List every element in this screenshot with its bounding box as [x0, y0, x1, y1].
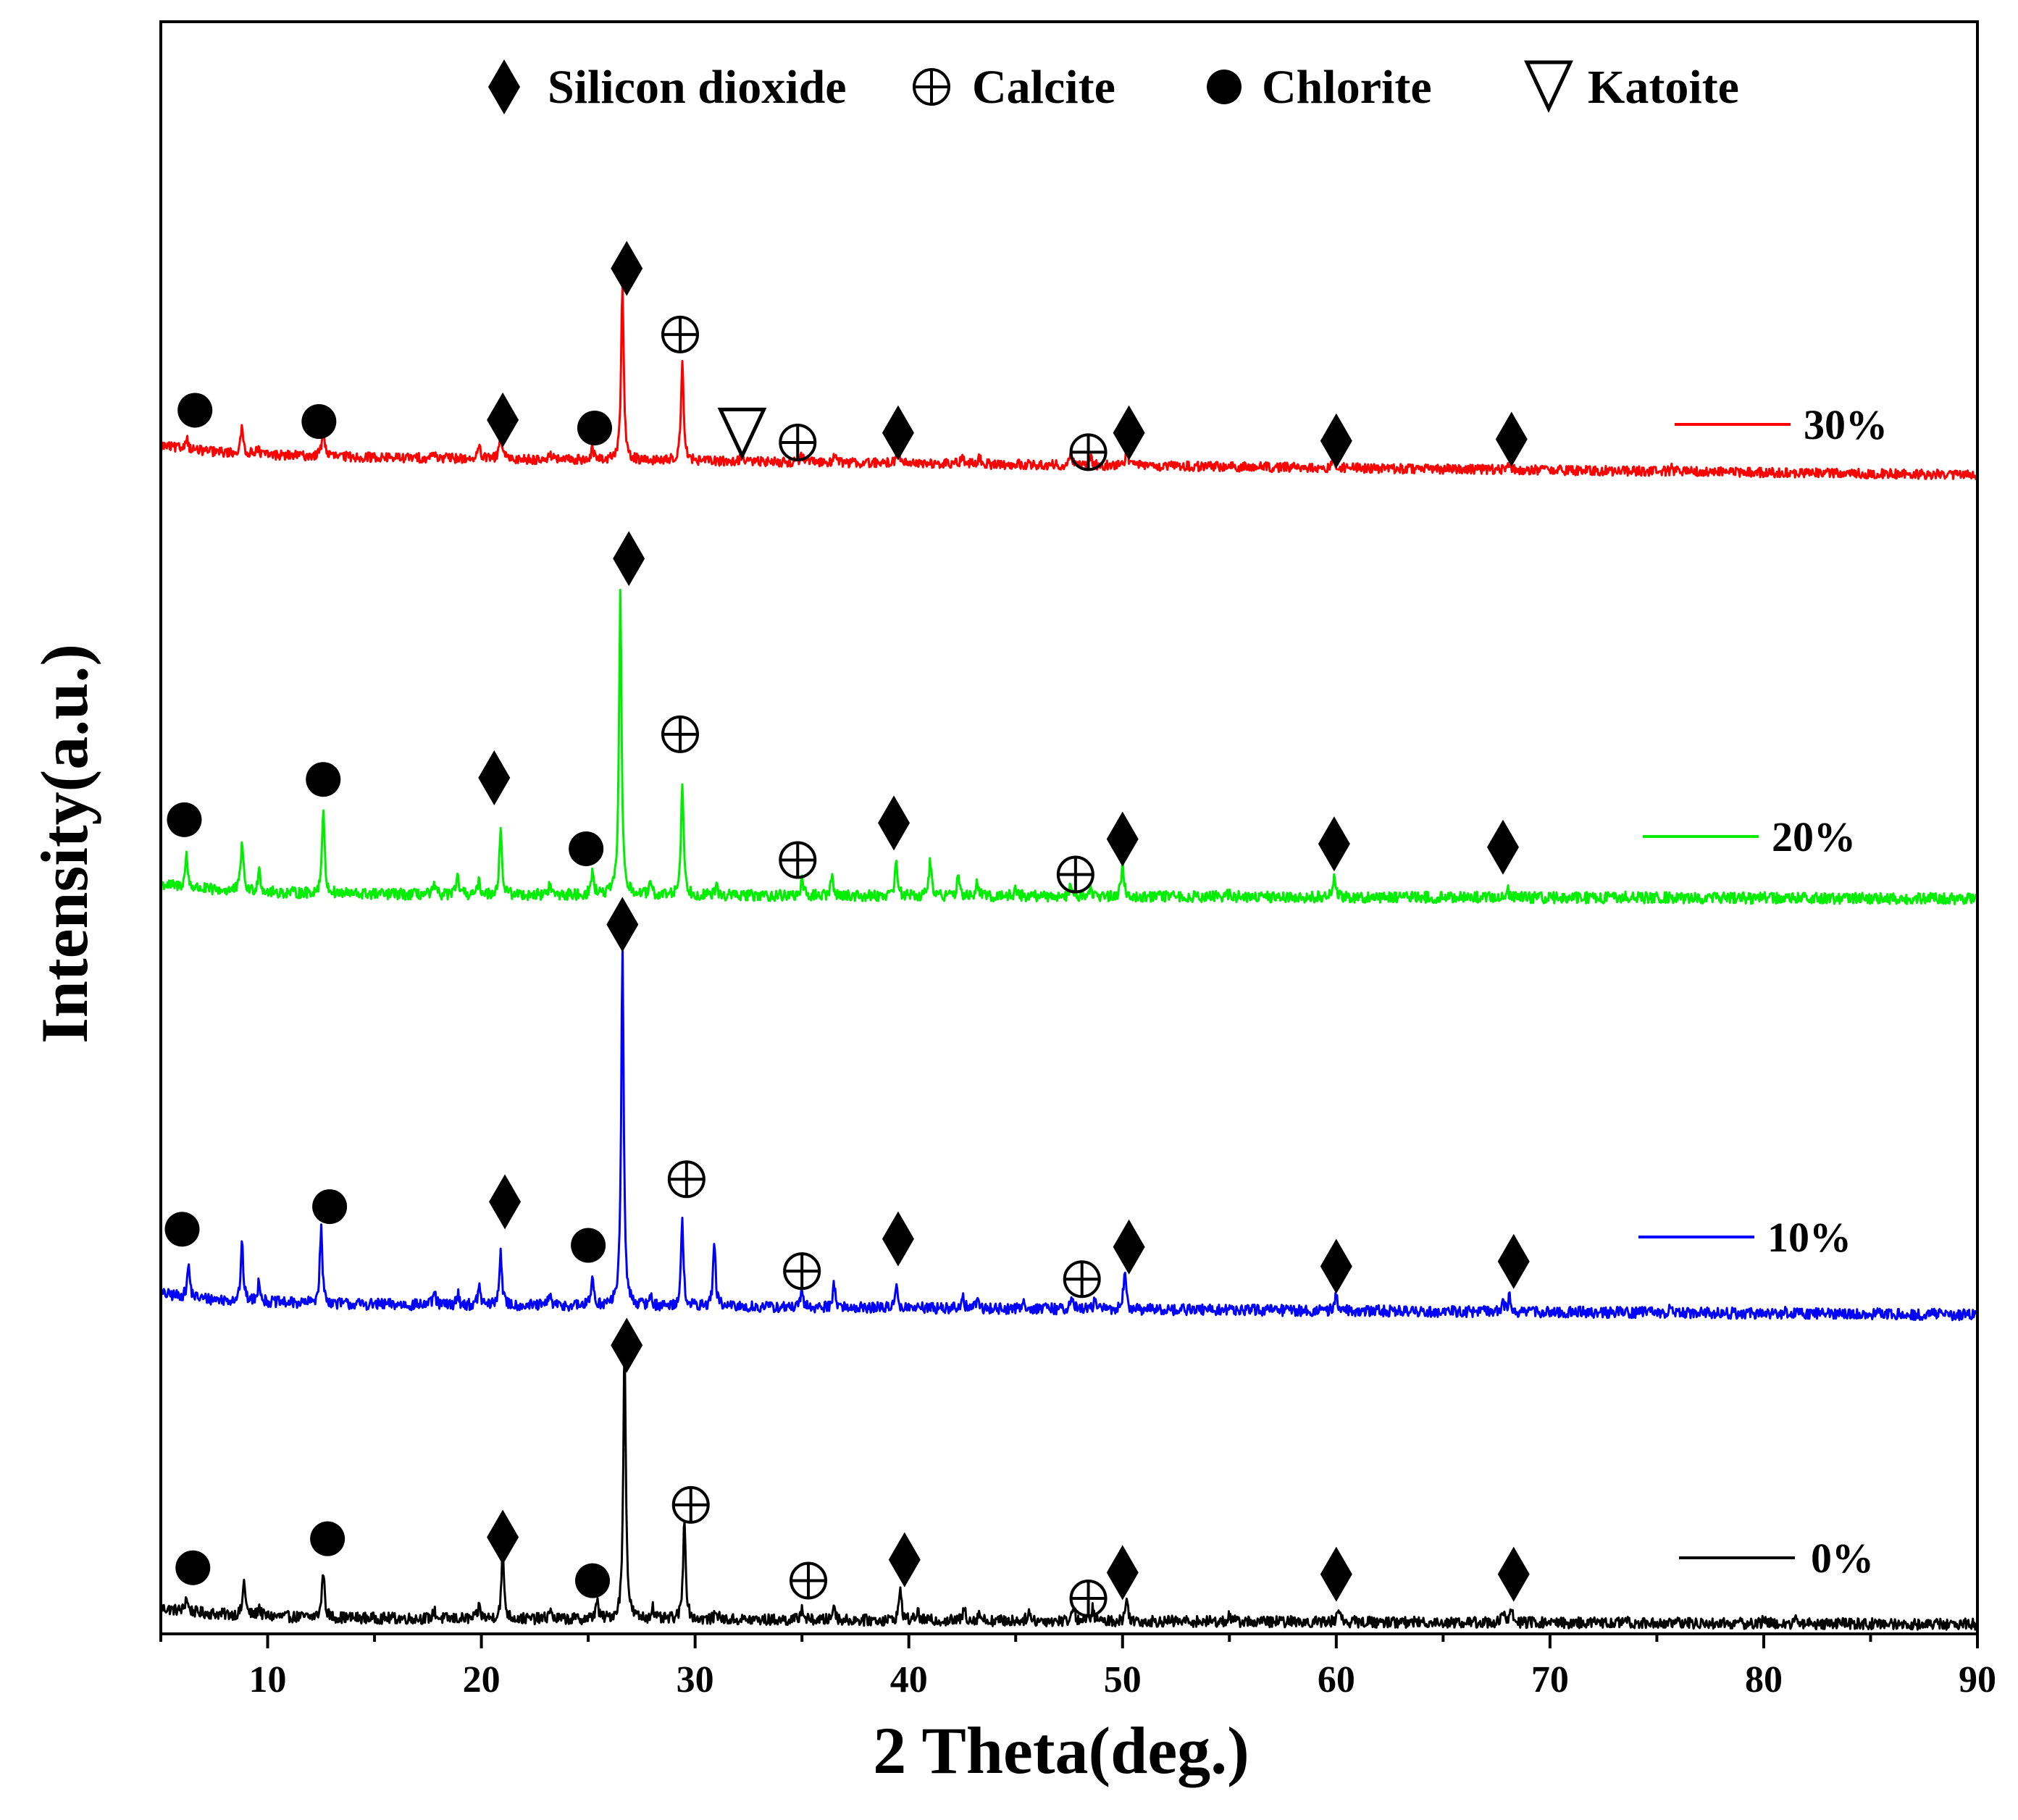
marker-diamond-30pct-2: [487, 392, 519, 448]
marker-diamond-0pct-4: [611, 1317, 643, 1373]
series-labels: 0% 10% 20% 30%: [1638, 401, 1888, 1582]
marker-circle-plus-0pct-6: [790, 1561, 828, 1600]
marker-circle-0pct-3: [575, 1563, 611, 1598]
marker-circle-0pct-1: [310, 1521, 346, 1556]
marker-circle-plus-30pct-9: [1069, 433, 1108, 471]
x-tick-label: 10: [249, 1659, 287, 1701]
marker-circle-20pct-1: [306, 762, 341, 797]
plot-area: [159, 285, 1979, 1631]
series-label-20pct: 20%: [1772, 813, 1856, 860]
marker-circle-30pct-1: [301, 404, 337, 440]
phase-markers: [164, 240, 1530, 1618]
marker-diamond-20pct-4: [613, 531, 645, 587]
legend-circle-icon: [1207, 70, 1242, 104]
legend-triangle-down-icon: [1524, 60, 1573, 113]
legend-label-katoite: Katoite: [1588, 61, 1739, 114]
marker-circle-0pct-0: [175, 1550, 211, 1585]
phase-legend: Silicon dioxide Calcite Chlorite Katoite: [488, 59, 1739, 114]
axes: 10 20 30 40 50 60 70 80 90: [159, 20, 1996, 1701]
marker-circle-plus-0pct-5: [671, 1485, 710, 1524]
legend-circle-plus-icon: [913, 68, 950, 106]
marker-circle-plus-30pct-7: [779, 423, 817, 461]
x-tick-label: 40: [890, 1659, 928, 1701]
x-tick-label: 20: [463, 1659, 501, 1701]
marker-circle-10pct-1: [312, 1189, 348, 1225]
legend-label-chlorite: Chlorite: [1262, 61, 1432, 114]
marker-circle-plus-20pct-8: [1056, 855, 1094, 894]
marker-circle-plus-10pct-6: [783, 1252, 821, 1291]
marker-diamond-0pct-2: [487, 1509, 519, 1565]
x-tick-label: 80: [1745, 1659, 1783, 1701]
marker-circle-plus-0pct-8: [1069, 1580, 1108, 1618]
marker-circle-plus-10pct-8: [1063, 1260, 1101, 1299]
x-tick-label: 90: [1959, 1659, 1996, 1701]
plot-frame: [159, 20, 1979, 1635]
marker-diamond-20pct-7: [878, 795, 910, 851]
legend-label-calcite: Calcite: [972, 61, 1115, 114]
series-label-0pct: 0%: [1811, 1535, 1874, 1582]
x-tick-label: 60: [1318, 1659, 1355, 1701]
legend-diamond-icon: [488, 59, 520, 114]
marker-circle-20pct-0: [167, 802, 202, 837]
marker-diamond-10pct-11: [1497, 1233, 1530, 1289]
x-tick-label: 70: [1531, 1659, 1569, 1701]
marker-diamond-20pct-9: [1106, 811, 1139, 867]
marker-circle-plus-20pct-6: [779, 841, 817, 879]
marker-triangle-down-30pct-6: [717, 407, 767, 461]
marker-diamond-0pct-11: [1497, 1546, 1530, 1602]
series-line-10pct: [159, 946, 1979, 1322]
marker-diamond-10pct-2: [489, 1174, 522, 1230]
marker-diamond-10pct-10: [1320, 1238, 1352, 1294]
marker-diamond-30pct-4: [611, 240, 643, 296]
marker-diamond-30pct-10: [1113, 405, 1145, 461]
marker-circle-30pct-0: [177, 393, 213, 428]
series-label-30pct: 30%: [1804, 401, 1888, 448]
marker-diamond-10pct-9: [1113, 1219, 1145, 1275]
y-axis-title: Intensity(a.u.): [28, 644, 101, 1044]
marker-diamond-0pct-9: [1106, 1545, 1139, 1601]
x-axis-title: 2 Theta(deg.): [873, 1714, 1249, 1787]
x-tick-label: 30: [677, 1659, 714, 1701]
series-line-0pct: [159, 1349, 1979, 1631]
marker-diamond-20pct-11: [1486, 819, 1519, 875]
marker-diamond-10pct-7: [882, 1211, 914, 1267]
marker-diamond-30pct-8: [882, 405, 914, 461]
marker-circle-plus-30pct-5: [661, 315, 699, 353]
marker-diamond-20pct-10: [1318, 816, 1350, 872]
marker-circle-plus-10pct-5: [667, 1160, 706, 1199]
marker-circle-20pct-3: [569, 831, 604, 866]
series-line-20pct: [160, 589, 1979, 906]
legend-label-silicon-dioxide: Silicon dioxide: [548, 61, 847, 114]
marker-circle-30pct-3: [577, 410, 612, 445]
series-line-30pct: [159, 285, 1979, 481]
marker-diamond-20pct-2: [478, 750, 511, 805]
marker-diamond-0pct-7: [888, 1532, 921, 1588]
marker-circle-10pct-0: [164, 1212, 200, 1247]
marker-diamond-0pct-10: [1320, 1546, 1352, 1602]
marker-diamond-30pct-11: [1320, 413, 1352, 469]
series-label-10pct: 10%: [1767, 1214, 1851, 1261]
marker-diamond-30pct-12: [1495, 411, 1528, 467]
marker-circle-10pct-3: [571, 1228, 606, 1263]
marker-circle-plus-20pct-5: [661, 715, 699, 753]
x-tick-label: 50: [1104, 1659, 1142, 1701]
marker-diamond-10pct-4: [606, 897, 639, 952]
